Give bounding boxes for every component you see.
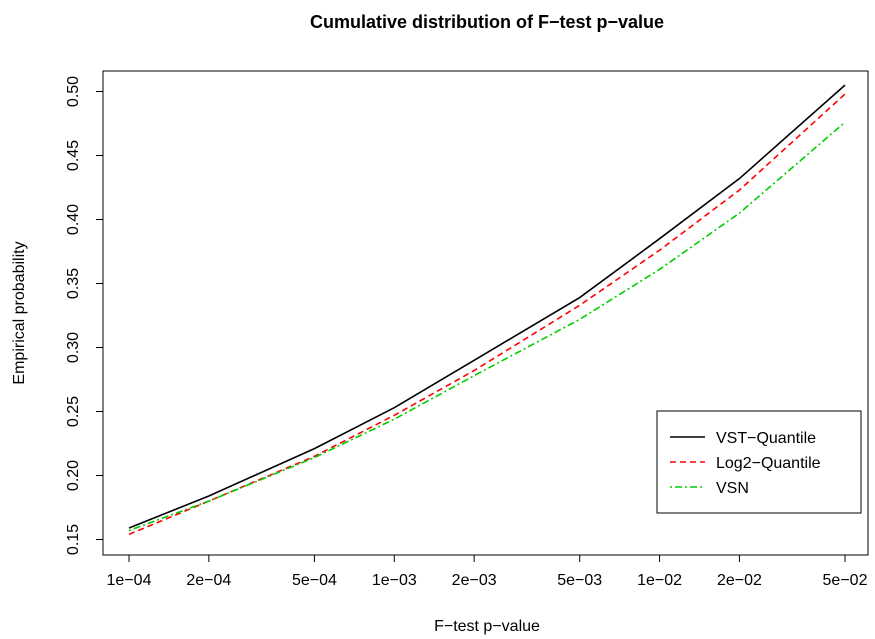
x-tick-label: 5e−04 [292,572,337,589]
x-axis: 1e−04 2e−04 5e−04 1e−03 2e−03 5e−03 1e−02 2e−02… [107,554,868,589]
series-lines [128,84,846,536]
series-line-1 [128,93,846,536]
x-tick-label: 5e−02 [823,572,868,589]
y-axis-label: Empirical probability [11,241,28,384]
legend-label: Log2−Quantile [716,455,821,472]
x-tick-label: 1e−03 [372,572,417,589]
legend: VST−Quantile Log2−Quantile VSN [656,410,862,514]
legend-label: VSN [716,480,749,497]
x-tick-label: 2e−02 [717,572,762,589]
chart-title: Cumulative distribution of F−test p−valu… [310,12,664,32]
y-tick-label: 0.25 [65,396,82,427]
y-tick-label: 0.20 [65,460,82,491]
legend-label: VST−Quantile [716,430,816,447]
series-line-0 [128,84,846,529]
y-tick-label: 0.50 [65,76,82,107]
y-tick-label: 0.15 [65,524,82,555]
x-tick-label: 1e−02 [637,572,682,589]
x-tick-label: 1e−04 [107,572,152,589]
y-tick-label: 0.30 [65,332,82,363]
y-tick-label: 0.45 [65,140,82,171]
x-tick-label: 2e−04 [186,572,231,589]
y-axis: 0.15 0.20 0.25 0.30 0.35 0.40 0.45 0.50 [65,76,104,555]
y-tick-label: 0.35 [65,268,82,299]
y-tick-label: 0.40 [65,204,82,235]
x-axis-label: F−test p−value [434,618,540,635]
x-tick-label: 5e−03 [557,572,602,589]
x-tick-label: 2e−03 [452,572,497,589]
